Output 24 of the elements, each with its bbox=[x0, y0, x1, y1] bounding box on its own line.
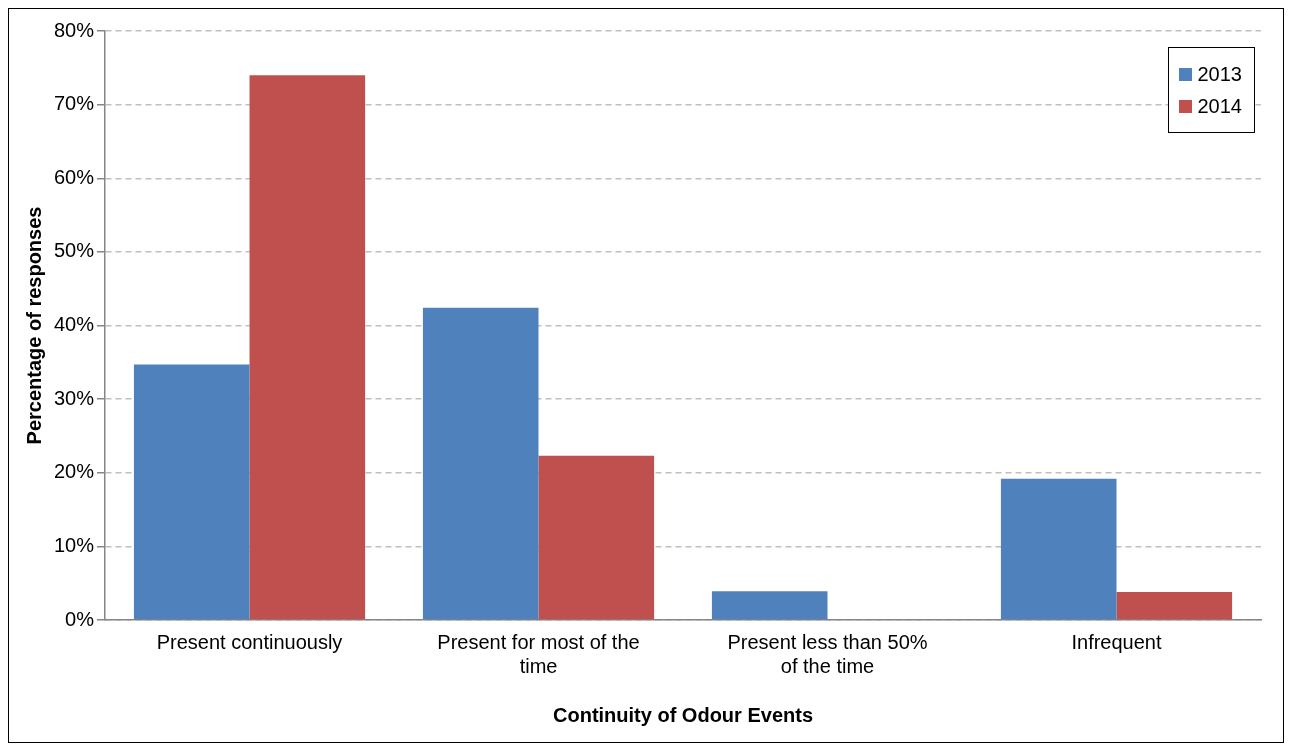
bar bbox=[538, 455, 655, 620]
x-tick-label: Infrequent bbox=[1071, 630, 1162, 653]
y-tick-label: 0% bbox=[65, 607, 95, 630]
y-axis-title: Percentage of responses bbox=[22, 206, 45, 445]
x-tick-label: Present for most of the time bbox=[437, 630, 640, 677]
legend-label: 2014 bbox=[1197, 94, 1242, 119]
bar bbox=[249, 75, 366, 620]
y-tick-label: 40% bbox=[54, 313, 95, 336]
bar bbox=[133, 364, 250, 620]
bar bbox=[1116, 592, 1233, 620]
bar bbox=[711, 591, 828, 620]
x-tick-label: Present continuously bbox=[156, 630, 343, 653]
bar bbox=[422, 307, 539, 620]
y-tick-label: 80% bbox=[54, 18, 95, 41]
y-tick-label: 70% bbox=[54, 92, 95, 115]
y-tick-label: 20% bbox=[54, 460, 95, 483]
x-axis-title: Continuity of Odour Events bbox=[553, 703, 814, 726]
y-tick-label: 10% bbox=[54, 533, 95, 556]
bar bbox=[1000, 478, 1117, 620]
y-tick-label: 30% bbox=[54, 386, 95, 409]
legend-label: 2013 bbox=[1197, 62, 1242, 87]
y-tick-label: 60% bbox=[54, 165, 95, 188]
y-tick-label: 50% bbox=[54, 239, 95, 262]
x-tick-label: Present less than 50% of the time bbox=[727, 630, 928, 677]
